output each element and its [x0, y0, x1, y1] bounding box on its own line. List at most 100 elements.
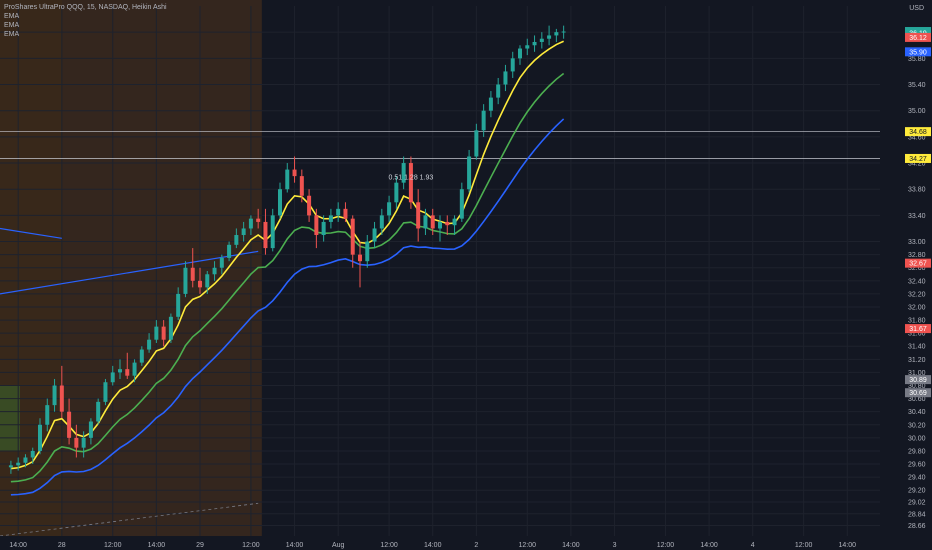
candle-body — [314, 215, 319, 236]
candle-body — [278, 189, 282, 216]
price-tag — [905, 32, 931, 42]
candle-body — [154, 326, 159, 340]
price-tag — [905, 153, 931, 163]
candle-body — [372, 228, 377, 242]
candle-body — [23, 457, 28, 463]
y-tick-label: 35.00 — [908, 108, 926, 115]
y-tick-label: 30.80 — [908, 383, 926, 390]
candle-body — [241, 228, 246, 236]
price-tag — [905, 258, 931, 268]
candle-body — [525, 45, 530, 49]
y-tick-label: 31.00 — [908, 370, 926, 377]
legend-ema-1: EMA — [4, 13, 20, 20]
candle-body — [292, 169, 297, 177]
y-tick-label: 33.00 — [908, 239, 926, 246]
candle-body — [176, 293, 181, 317]
y-tick-label: 31.40 — [908, 344, 926, 351]
candle-body — [125, 369, 130, 376]
candle-body — [379, 215, 384, 229]
candle-body — [168, 316, 173, 340]
candle-body — [52, 385, 57, 406]
price-tag-label: 30.69 — [909, 390, 927, 397]
price-tag-label: 34.27 — [909, 156, 927, 163]
legend-ema-3: EMA — [4, 31, 20, 38]
price-tag-label: 30.89 — [909, 377, 927, 384]
ema-fast-line — [10, 40, 564, 470]
candle-body — [147, 339, 152, 350]
price-tag — [905, 127, 931, 137]
candle-body — [554, 32, 559, 36]
price-axis[interactable] — [880, 0, 932, 550]
candle-body — [358, 254, 362, 262]
chart-legend: ProShares UltraPro QQQ, 15, NASDAQ, Heik… — [4, 3, 167, 39]
y-tick-label: 33.80 — [908, 187, 926, 194]
candle-body — [350, 218, 355, 255]
candle-body — [474, 130, 479, 157]
trend-line — [0, 250, 259, 295]
candle-body — [467, 156, 472, 190]
time-axis[interactable] — [0, 536, 932, 550]
candle-body — [30, 450, 35, 458]
x-tick-label: 12:00 — [242, 542, 260, 549]
candle-body — [81, 437, 86, 448]
candle-body — [219, 257, 224, 268]
x-tick-label: 28 — [58, 542, 66, 549]
y-tick-label: 31.80 — [908, 318, 926, 325]
candle-body — [408, 163, 413, 203]
candle-body — [452, 218, 457, 226]
candle-body — [198, 280, 202, 288]
candle-body — [285, 169, 290, 190]
y-tick-label: 35.40 — [908, 82, 926, 89]
ema-mid-line — [10, 72, 565, 483]
x-tick-label: 2 — [474, 542, 478, 549]
price-tag-label: 35.90 — [909, 49, 927, 56]
x-tick-label: 12:00 — [104, 542, 122, 549]
x-tick-label: 14:00 — [700, 542, 718, 549]
y-tick-label: 30.00 — [908, 435, 926, 442]
trend-line-short — [0, 227, 62, 239]
candle-body — [299, 176, 304, 196]
candle-body — [212, 267, 217, 275]
x-tick-label: 4 — [751, 542, 755, 549]
candle-body — [88, 421, 93, 438]
x-tick-label: 29 — [196, 542, 204, 549]
price-tag — [905, 47, 931, 57]
y-tick-label: 30.40 — [908, 409, 926, 416]
x-tick-label: 14:00 — [424, 542, 442, 549]
candle-body — [256, 218, 261, 222]
y-tick-label: 30.20 — [908, 422, 926, 429]
chart-annotation: 0.51 1.28 1.93 — [389, 174, 434, 181]
y-tick-label: 29.60 — [908, 462, 926, 469]
y-tick-label: 30.60 — [908, 396, 926, 403]
candle-body — [401, 163, 406, 183]
currency-label: USD — [909, 5, 924, 12]
y-tick-label: 32.80 — [908, 252, 926, 259]
candle-body — [343, 208, 348, 219]
candle-body — [234, 235, 239, 245]
candle-body — [488, 97, 493, 111]
x-tick-label: 12:00 — [380, 542, 398, 549]
x-tick-label: 12:00 — [519, 542, 537, 549]
price-tag — [905, 375, 931, 385]
y-tick-label: 31.20 — [908, 357, 926, 364]
y-tick-label: 29.02 — [908, 499, 926, 506]
candle-body — [227, 244, 232, 258]
y-tick-label: 35.80 — [908, 56, 926, 63]
highlight-box — [0, 385, 20, 451]
candle-body — [96, 401, 101, 422]
candle-body — [328, 215, 333, 222]
y-tick-label: 33.40 — [908, 213, 926, 220]
candle-body — [496, 84, 501, 98]
y-tick-label: 28.84 — [908, 511, 926, 518]
x-tick-label: 14:00 — [286, 542, 304, 549]
y-tick-label: 32.60 — [908, 265, 926, 272]
x-tick-label: Aug — [332, 542, 345, 549]
candle-body — [547, 35, 552, 39]
candle-body — [183, 267, 188, 294]
candle-body — [132, 362, 137, 376]
price-tag — [905, 388, 931, 398]
candle-body — [74, 437, 79, 448]
y-tick-label: 29.20 — [908, 488, 926, 495]
candle-body — [205, 274, 210, 288]
